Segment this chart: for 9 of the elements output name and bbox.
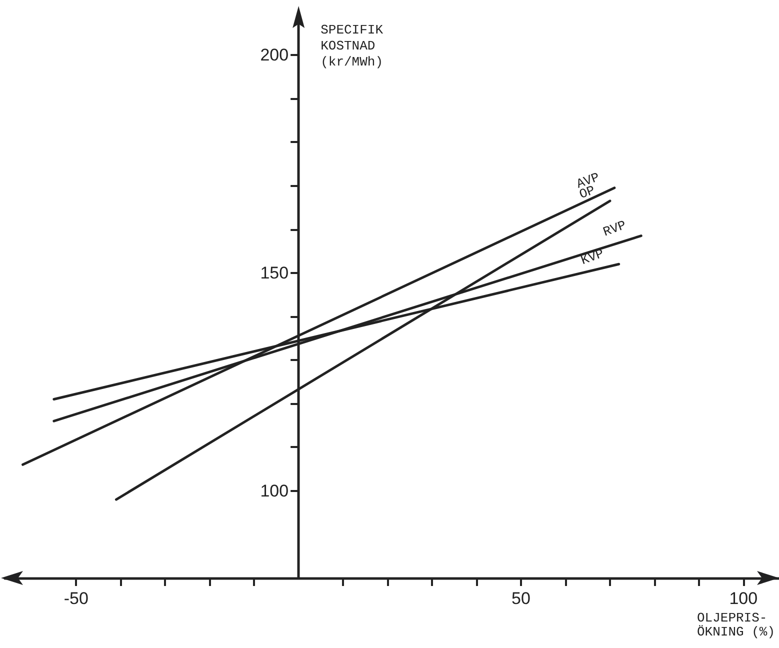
x-tick-label: 100 bbox=[729, 589, 758, 608]
text: RVP bbox=[601, 218, 628, 240]
y-tick-label: 200 bbox=[260, 45, 289, 64]
y-tick-label: 150 bbox=[260, 263, 289, 282]
x-tick-label: 50 bbox=[512, 589, 530, 608]
y-axis-title: SPECIFIK KOSTNAD (kr/MWh) bbox=[320, 22, 384, 70]
x-axis-title: OLJEPRIS- ÖKNING (%) bbox=[696, 610, 776, 640]
y-tick-label: 100 bbox=[260, 481, 289, 500]
x-tick-label: -50 bbox=[64, 589, 88, 608]
